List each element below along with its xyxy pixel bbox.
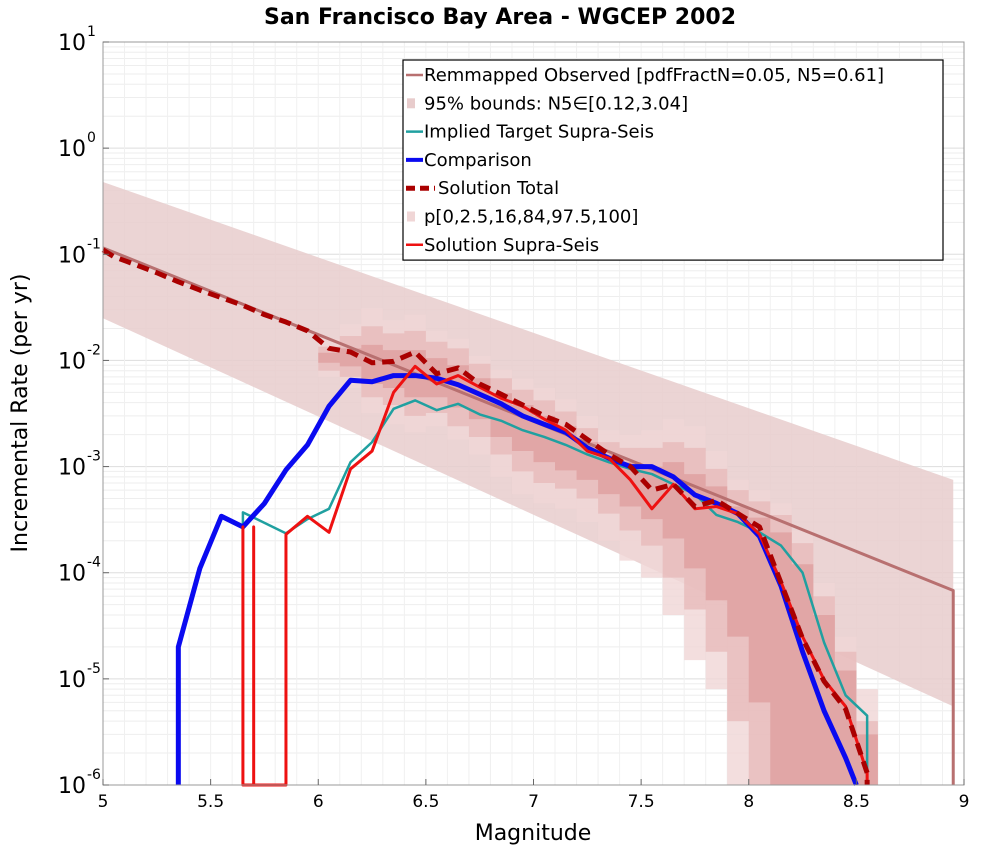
y-tick-base: 10 xyxy=(58,774,86,799)
y-tick-exponent: -5 xyxy=(87,661,101,677)
legend-swatch-5 xyxy=(407,211,415,222)
y-axis-label: Incremental Rate (per yr) xyxy=(8,274,33,553)
y-tick-exponent: 1 xyxy=(87,24,96,40)
y-tick-exponent: -1 xyxy=(87,236,101,252)
x-tick-label: 6.5 xyxy=(412,792,439,812)
legend-box xyxy=(402,59,944,261)
y-tick-base: 10 xyxy=(58,243,86,268)
x-tick-label: 5.5 xyxy=(197,792,224,812)
x-tick-label: 9 xyxy=(959,792,970,812)
series-line-1 xyxy=(241,399,869,785)
legend-label-4: Solution Total xyxy=(438,178,559,199)
legend-label-2: Implied Target Supra-Seis xyxy=(424,122,654,143)
y-tick-exponent: -3 xyxy=(87,449,101,465)
series-line-4 xyxy=(101,247,870,785)
y-tick-base: 10 xyxy=(58,349,86,374)
y-tick-base: 10 xyxy=(58,137,86,162)
percentile-band xyxy=(318,326,878,785)
y-tick-base: 10 xyxy=(58,31,86,56)
legend-label-1: 95% bounds: N5∈[0.12,3.04] xyxy=(424,93,688,114)
y-tick-base: 10 xyxy=(58,562,86,587)
y-tick-exponent: -4 xyxy=(87,555,101,571)
x-tick-label: 7.5 xyxy=(628,792,655,812)
x-tick-label: 8 xyxy=(743,792,754,812)
bounds-bands xyxy=(103,181,954,785)
x-tick-label: 7 xyxy=(528,792,539,812)
x-axis-label: Magnitude xyxy=(475,821,592,846)
y-tick-exponent: -2 xyxy=(87,342,101,358)
x-tick-label: 8.5 xyxy=(843,792,870,812)
chart-title: San Francisco Bay Area - WGCEP 2002 xyxy=(264,5,736,30)
y-tick-base: 10 xyxy=(58,456,86,481)
x-tick-label: 5 xyxy=(98,792,109,812)
x-axis-ticks: 5 5.5 6 6.5 7 7.5 8 8.5 9 xyxy=(98,779,970,812)
y-tick-exponent: -6 xyxy=(87,767,101,783)
y-tick-base: 10 xyxy=(58,668,86,693)
legend-label-5: p[0,2.5,16,84,97.5,100] xyxy=(424,207,638,228)
legend-label-0: Remmapped Observed [pdfFractN=0.05, N5=0… xyxy=(424,65,884,86)
percentile-band xyxy=(318,344,878,785)
legend: Remmapped Observed [pdfFractN=0.05, N5=0… xyxy=(402,59,944,261)
x-tick-label: 6 xyxy=(313,792,324,812)
legend-swatch-1 xyxy=(407,98,415,109)
y-tick-exponent: 0 xyxy=(87,130,96,146)
legend-label-6: Solution Supra-Seis xyxy=(424,235,599,256)
legend-label-3: Comparison xyxy=(424,150,532,171)
